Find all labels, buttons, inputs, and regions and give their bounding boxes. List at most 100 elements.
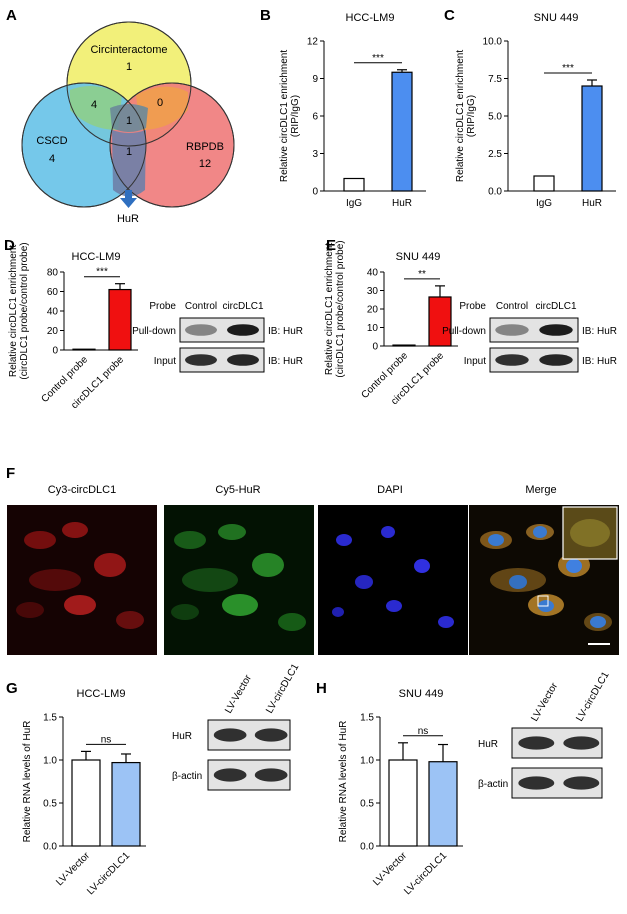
- g-chart-title: HCC-LM9: [77, 688, 126, 700]
- g-ytick-label-3: 1.5: [43, 713, 57, 724]
- panel-c: C SNU 449 Relative circDLC1 enrichment (RI…: [444, 7, 616, 209]
- e-ytick-label-1: 10: [367, 323, 379, 334]
- d-lane-label-0: Control: [185, 301, 217, 312]
- c-xtick-label-0: IgG: [536, 198, 552, 209]
- panel-b-letter: B: [260, 7, 271, 24]
- micrograph-dapi: [318, 505, 468, 655]
- channel-label-cy5: Cy5-HuR: [215, 484, 260, 496]
- g-ytick-label-2: 1.0: [43, 756, 57, 767]
- e-band-0-1: [539, 324, 573, 336]
- g-row-label-1: β-actin: [172, 771, 202, 782]
- h-row-label-0: HuR: [478, 739, 498, 750]
- h-band-0-1: [563, 736, 600, 750]
- e-row-label-1: Input: [464, 356, 486, 367]
- e-ylabel-line-1: (circDLC1 probe/control probe): [335, 240, 346, 377]
- panel-f: F Cy3-circDLC1 Cy5-HuR DAPI Merge: [6, 465, 619, 655]
- b-bar-1: [391, 71, 413, 192]
- c-bar-1: [581, 85, 603, 192]
- e-lane-label-0: Control: [496, 301, 528, 312]
- c-ylabel-line-0: Relative circDLC1 enrichment: [455, 50, 466, 182]
- c-ytick-label-0: 0.0: [488, 187, 502, 198]
- g-ytick-label-0: 0.0: [43, 842, 57, 853]
- b-ylabel-line-0: Relative circDLC1 enrichment: [279, 50, 290, 182]
- e-ib-label-1: IB: HuR: [582, 356, 617, 367]
- h-sig-label: ns: [418, 726, 429, 737]
- c-sig-label: ***: [562, 63, 574, 74]
- h-band-1-0: [518, 776, 555, 790]
- panel-g-letter: G: [6, 680, 18, 697]
- e-ytick-label-3: 30: [367, 286, 379, 297]
- chart-h: SNU 449 Relative RNA levels of HuR 0.0 0.5 1…: [338, 688, 463, 897]
- b-ytick-label-1: 3: [312, 149, 318, 160]
- h-ytick-label-0: 0.0: [360, 842, 374, 853]
- b-ytick-label-4: 12: [307, 37, 319, 48]
- panel-a: A Circinteractome 1 CSCD 4 RBPDB 12 4 0 …: [6, 7, 235, 225]
- d-ytick-label-2: 40: [47, 307, 59, 318]
- venn-count-circinteractome: 1: [126, 61, 132, 73]
- venn-count-rbpdb: 12: [199, 158, 211, 170]
- h-band-1-1: [563, 776, 600, 790]
- d-ytick-label-0: 0: [52, 346, 58, 357]
- merge-zoom-box: [537, 595, 549, 607]
- hur-arrow-icon: [120, 190, 137, 208]
- blot-e: Probe Control circDLC1 Pull-down IB: HuR Inpu…: [442, 301, 617, 373]
- chart-c: SNU 449 Relative circDLC1 enrichment (RIP/…: [455, 12, 616, 209]
- e-sig-label: **: [418, 269, 426, 280]
- panel-f-letter: F: [6, 465, 15, 482]
- g-lane-label-1: LV-circDLC1: [264, 662, 301, 716]
- g-row-label-0: HuR: [172, 731, 192, 742]
- d-ylabel-line-1: (circDLC1 probe/control probe): [19, 242, 30, 379]
- c-chart-title: SNU 449: [534, 12, 579, 24]
- b-xtick-label-1: HuR: [392, 198, 412, 209]
- g-xtick-label-1: LV-circDLC1: [85, 850, 132, 897]
- c-ytick-label-2: 5.0: [488, 112, 502, 123]
- venn-overlap-all: [110, 104, 148, 132]
- venn-count-cscd-rbpdb: 1: [126, 146, 132, 158]
- h-row-label-1: β-actin: [478, 779, 508, 790]
- g-ytick-label-1: 0.5: [43, 799, 57, 810]
- c-ytick-label-3: 7.5: [488, 74, 502, 85]
- e-band-1-1: [539, 354, 573, 366]
- chart-b: HCC-LM9 Relative circDLC1 enrichment (RIP/…: [279, 12, 426, 209]
- venn-label-circinteractome: Circinteractome: [90, 44, 167, 56]
- h-ytick-label-3: 1.5: [360, 713, 374, 724]
- panel-h-letter: H: [316, 680, 327, 697]
- h-xtick-label-0: LV-Vector: [371, 850, 409, 888]
- panel-d-letter: D: [4, 237, 15, 254]
- panel-a-letter: A: [6, 7, 17, 24]
- panel-g: G HCC-LM9 Relative RNA levels of HuR 0.0 0.…: [6, 662, 302, 898]
- panel-c-letter: C: [444, 7, 455, 24]
- h-ylabel-line-0: Relative RNA levels of HuR: [338, 721, 349, 843]
- e-ytick-label-4: 40: [367, 268, 379, 279]
- e-ib-label-0: IB: HuR: [582, 326, 617, 337]
- d-band-0-0: [185, 324, 217, 336]
- blot-h: LV-Vector LV-circDLC1 HuR β-actin: [478, 670, 612, 799]
- d-band-1-0: [185, 354, 217, 366]
- micrograph-cy5: [164, 505, 314, 655]
- micrograph-merge: [469, 505, 619, 655]
- b-ytick-label-0: 0: [312, 187, 318, 198]
- e-ylabel-line-0: Relative circDLC1 enrichment: [324, 243, 335, 375]
- chart-g: HCC-LM9 Relative RNA levels of HuR 0.0 0.5 1…: [22, 688, 146, 897]
- b-sig-label: ***: [372, 53, 384, 64]
- venn-diagram: Circinteractome 1 CSCD 4 RBPDB 12 4 0 1 …: [21, 21, 235, 208]
- venn-label-cscd: CSCD: [36, 135, 67, 147]
- channel-label-cy3: Cy3-circDLC1: [48, 484, 116, 496]
- venn-arrow-label: HuR: [117, 213, 139, 225]
- d-ib-label-1: IB: HuR: [268, 356, 303, 367]
- h-band-0-0: [518, 736, 555, 750]
- d-ytick-label-3: 60: [47, 287, 59, 298]
- d-row-label-1: Input: [154, 356, 176, 367]
- c-ytick-label-1: 2.5: [488, 149, 502, 160]
- d-ytick-label-1: 20: [47, 326, 59, 337]
- h-ytick-label-2: 1.0: [360, 756, 374, 767]
- panel-h: H SNU 449 Relative RNA levels of HuR 0.0 0.…: [316, 670, 612, 898]
- venn-label-rbpdb: RBPDB: [186, 141, 224, 153]
- e-row-label-0: Pull-down: [442, 326, 486, 337]
- e-probe-label: Probe: [459, 301, 486, 312]
- d-band-1-1: [227, 354, 259, 366]
- h-bar-0: [388, 759, 418, 847]
- g-lane-label-0: LV-Vector: [223, 673, 254, 716]
- panel-b: B HCC-LM9 Relative circDLC1 enrichment (RI…: [260, 7, 426, 209]
